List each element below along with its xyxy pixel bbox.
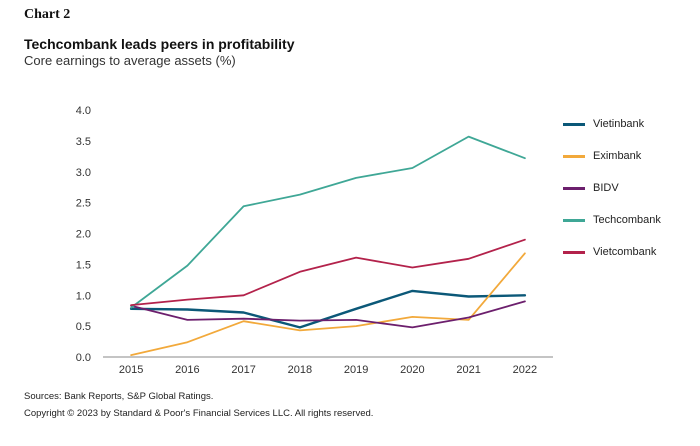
x-tick-label: 2016 (175, 364, 199, 376)
series-line-bidv (130, 300, 526, 329)
legend-item-vietcombank: Vietcombank (563, 236, 693, 268)
x-tick-label: 2017 (231, 364, 255, 376)
y-tick-label: 0.5 (76, 321, 91, 333)
series-line-vietinbank (129, 289, 527, 329)
x-tick-label: 2018 (288, 364, 312, 376)
legend-item-bidv: BIDV (563, 172, 693, 204)
x-tick-label: 2021 (456, 364, 480, 376)
y-tick-label: 1.5 (76, 259, 91, 271)
series-line-eximbank (130, 252, 526, 357)
legend-label-vietinbank: Vietinbank (593, 118, 645, 130)
legend-label-bidv: BIDV (593, 182, 619, 194)
x-tick-label: 2020 (400, 364, 424, 376)
footer-copyright: Copyright © 2023 by Standard & Poor's Fi… (24, 408, 374, 419)
y-tick-label: 3.5 (76, 136, 91, 148)
y-tick-label: 2.0 (76, 229, 91, 241)
legend-swatch-eximbank (563, 154, 585, 158)
legend-item-vietinbank: Vietinbank (563, 108, 693, 140)
x-tick-label: 2022 (513, 364, 537, 376)
legend-item-eximbank: Eximbank (563, 140, 693, 172)
legend-item-techcombank: Techcombank (563, 204, 693, 236)
series-line-vietcombank (130, 238, 526, 307)
footer-sources: Sources: Bank Reports, S&P Global Rating… (24, 391, 214, 402)
chart-title: Techcombank leads peers in profitability (24, 36, 295, 52)
y-tick-label: 1.0 (76, 290, 91, 302)
legend: Vietinbank Eximbank BIDV Techcombank Vie… (563, 108, 693, 268)
legend-swatch-techcombank (563, 218, 585, 222)
chart-subtitle: Core earnings to average assets (%) (24, 53, 236, 68)
legend-label-eximbank: Eximbank (593, 150, 642, 162)
legend-label-techcombank: Techcombank (593, 214, 661, 226)
y-tick-label: 2.5 (76, 198, 91, 210)
y-tick-label: 0.0 (76, 352, 91, 364)
chart-label: Chart 2 (24, 7, 71, 22)
legend-swatch-vietcombank (563, 250, 585, 254)
y-tick-label: 4.0 (76, 105, 91, 117)
y-tick-label: 3.0 (76, 167, 91, 179)
series-line-techcombank (130, 135, 526, 309)
legend-swatch-vietinbank (563, 122, 585, 126)
x-tick-label: 2019 (344, 364, 368, 376)
x-tick-label: 2015 (119, 364, 143, 376)
legend-label-vietcombank: Vietcombank (593, 246, 657, 258)
legend-swatch-bidv (563, 186, 585, 190)
